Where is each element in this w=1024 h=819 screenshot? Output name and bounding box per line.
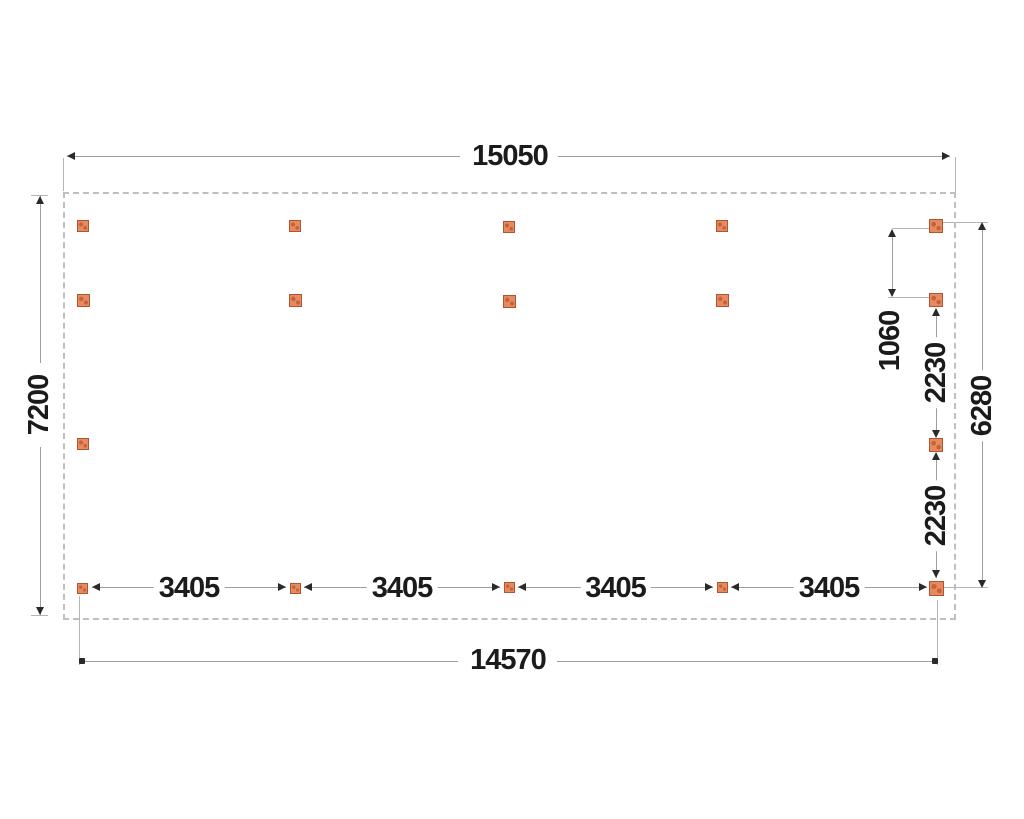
arrow-down-icon bbox=[932, 570, 940, 578]
post bbox=[929, 219, 943, 233]
dim-left-line-top bbox=[40, 196, 41, 363]
post bbox=[289, 220, 301, 232]
arrow-up-icon bbox=[932, 452, 940, 460]
arrow-down-icon bbox=[932, 430, 940, 438]
arrow-up-icon bbox=[932, 308, 940, 316]
post bbox=[77, 438, 89, 450]
arrow-right-icon bbox=[942, 152, 950, 160]
bay-dimension-label: 3405 bbox=[580, 573, 651, 603]
extension-line bbox=[955, 157, 956, 193]
roof-outline bbox=[63, 192, 956, 620]
dim-left-line-bottom bbox=[40, 447, 41, 615]
arrow-up-icon bbox=[978, 222, 986, 230]
arrow-left-icon bbox=[731, 583, 739, 591]
post bbox=[503, 581, 515, 593]
arrow-up-icon bbox=[36, 196, 44, 204]
dim-bottom-line-right bbox=[557, 661, 935, 662]
arrow-right-icon bbox=[705, 583, 713, 591]
extension-line bbox=[79, 596, 80, 665]
bay-dimension-label: 3405 bbox=[366, 573, 438, 603]
dim-left-label: 7200 bbox=[23, 369, 55, 441]
extension-line bbox=[31, 195, 48, 196]
post bbox=[716, 581, 728, 593]
reference-line bbox=[892, 228, 929, 229]
post bbox=[715, 293, 729, 307]
extension-line bbox=[937, 600, 938, 665]
post bbox=[928, 580, 944, 596]
post bbox=[929, 293, 943, 307]
dim-right-lower-label: 2230 bbox=[920, 480, 952, 552]
bay-dimension-3: 3405 bbox=[518, 573, 713, 603]
dim-bottom-label: 14570 bbox=[465, 645, 551, 675]
post bbox=[503, 221, 515, 233]
reference-line bbox=[943, 587, 988, 588]
dim-end-marker bbox=[79, 658, 85, 664]
arrow-up-icon bbox=[888, 229, 896, 237]
arrow-left-icon bbox=[304, 583, 312, 591]
dim-right-span-label: 6280 bbox=[966, 370, 998, 442]
dim-right-offset-label: 1060 bbox=[874, 305, 906, 377]
dim-bottom-line-left bbox=[82, 661, 458, 662]
post bbox=[716, 220, 728, 232]
arrow-left-icon bbox=[92, 583, 100, 591]
dim-top-label: 15050 bbox=[467, 141, 553, 171]
arrow-right-icon bbox=[492, 583, 500, 591]
arrow-down-icon bbox=[888, 289, 896, 297]
arrow-right-icon bbox=[919, 583, 927, 591]
post bbox=[289, 582, 301, 594]
dim-top-line-right bbox=[558, 156, 950, 157]
reference-line bbox=[943, 222, 988, 223]
bay-dimension-4: 3405 bbox=[731, 573, 927, 603]
bay-dimension-label: 3405 bbox=[153, 573, 225, 603]
bay-dimension-label: 3405 bbox=[793, 573, 865, 603]
dim-end-marker bbox=[932, 658, 938, 664]
bay-dimension-2: 3405 bbox=[304, 573, 500, 603]
dim-offset-line bbox=[892, 230, 893, 296]
extension-line bbox=[31, 615, 48, 616]
post bbox=[77, 220, 89, 232]
dim-right-upper-label: 2230 bbox=[920, 337, 952, 409]
post bbox=[929, 438, 943, 452]
bay-dimension-1: 3405 bbox=[92, 573, 286, 603]
post bbox=[288, 293, 302, 307]
arrow-left-icon bbox=[518, 583, 526, 591]
dim-top-line-left bbox=[67, 156, 460, 157]
post bbox=[502, 294, 516, 308]
post bbox=[76, 293, 90, 307]
arrow-down-icon bbox=[978, 580, 986, 588]
arrow-down-icon bbox=[36, 607, 44, 615]
arrow-right-icon bbox=[278, 583, 286, 591]
post bbox=[76, 582, 88, 594]
arrow-left-icon bbox=[67, 152, 75, 160]
extension-line bbox=[63, 158, 64, 191]
reference-line bbox=[888, 297, 929, 298]
